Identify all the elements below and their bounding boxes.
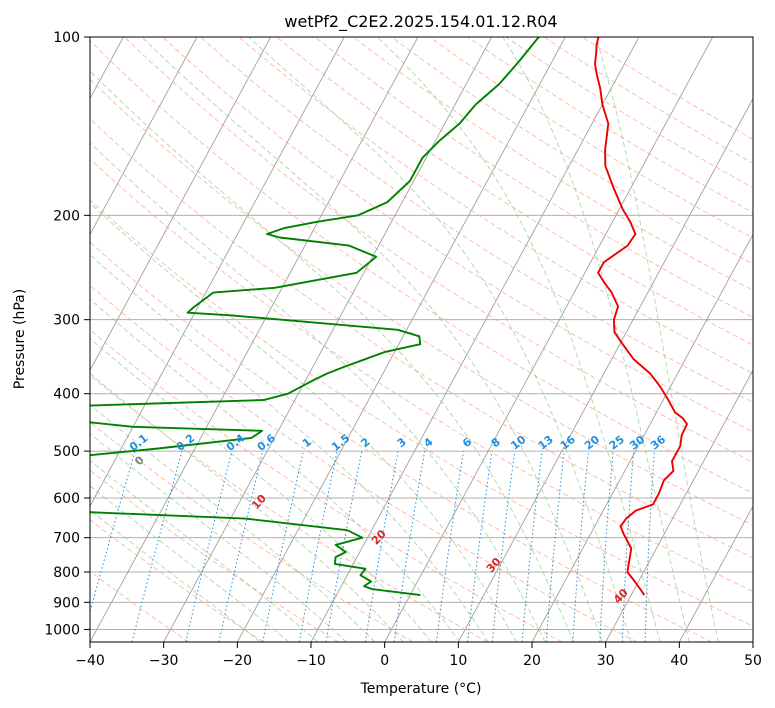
isotherm: [236, 37, 566, 642]
moist-adiabat: [248, 37, 632, 642]
dry-adiabat: [314, 37, 753, 318]
isotherm: [678, 505, 753, 642]
dewpoint-profile: [90, 37, 540, 597]
y-tick-label: 900: [53, 595, 80, 611]
mixing-ratio-line: [131, 450, 183, 642]
mixing-ratio-line: [435, 451, 464, 642]
x-tick-label: −30: [149, 653, 179, 669]
x-tick-label: −40: [75, 653, 105, 669]
mixing-ratio-line: [262, 450, 304, 642]
moist-adiabat: [90, 372, 404, 642]
dry-adiabat: [90, 118, 753, 559]
isotherm: [605, 369, 753, 642]
x-tick-label: 50: [744, 653, 762, 669]
mixing-ratio-line: [218, 450, 264, 642]
y-tick-label: 100: [53, 30, 80, 46]
moist-adiabat: [90, 509, 261, 642]
y-tick-label: 400: [53, 387, 80, 403]
moist-adiabat: [90, 254, 489, 642]
moist-adiabat: [90, 485, 290, 642]
moist-adiabat: [141, 37, 603, 642]
isotherm: [90, 37, 419, 642]
mixing-ratio-line: [185, 450, 233, 642]
dry-adiabat: [123, 37, 753, 463]
isotherm: [531, 233, 753, 642]
mixing-ratio-line: [572, 451, 589, 642]
moist-adiabat: [90, 298, 461, 642]
x-axis-label: Temperature (°C): [360, 681, 482, 697]
isotherm: [90, 37, 198, 236]
dry-adiabat: [90, 284, 638, 642]
dry-adiabat: [90, 469, 339, 642]
temperature-profile: [594, 37, 688, 596]
y-tick-label: 1000: [44, 622, 80, 638]
isotherm: [90, 37, 345, 508]
x-tick-label: 0: [380, 653, 389, 669]
x-tick-label: 20: [523, 653, 541, 669]
isotherm: [457, 97, 753, 642]
isotherm: [90, 37, 272, 372]
dry-adiabat: [90, 158, 753, 593]
dry-adiabat: [90, 519, 264, 642]
dry-adiabat: [90, 570, 190, 642]
x-tick-label: −20: [223, 653, 253, 669]
mixing-ratio-line: [545, 451, 565, 642]
dry-adiabat: [90, 199, 753, 627]
y-axis-label: Pressure (hPa): [12, 289, 28, 389]
plot-area: [90, 37, 753, 642]
y-tick-label: 800: [53, 565, 80, 581]
moist-adiabat: [90, 459, 319, 642]
dry-adiabat: [276, 37, 753, 346]
dry-adiabat: [90, 241, 712, 642]
dry-adiabat: [90, 329, 563, 642]
mixing-ratio-line: [90, 450, 136, 614]
y-tick-label: 300: [53, 313, 80, 329]
mixing-ratio-line: [467, 451, 493, 642]
y-tick-label: 700: [53, 531, 80, 547]
x-tick-label: 30: [597, 653, 615, 669]
moist-adiabat: [90, 70, 575, 642]
isotherm: [163, 37, 493, 642]
moist-adiabat: [90, 202, 517, 642]
x-tick-label: 40: [670, 653, 688, 669]
mixing-ratio-line: [393, 451, 426, 642]
moist-adiabat: [595, 37, 719, 642]
mixing-ratio-line: [521, 451, 543, 642]
y-tick-label: 600: [53, 491, 80, 507]
isotherm: [384, 37, 714, 642]
dry-adiabat: [90, 374, 488, 642]
x-tick-label: 10: [449, 653, 467, 669]
dry-adiabat: [352, 37, 753, 291]
dry-adiabat: [90, 40, 753, 494]
isotherm: [752, 641, 753, 642]
y-tick-label: 500: [53, 444, 80, 460]
mixing-ratio-line: [491, 451, 516, 642]
moist-adiabat: [90, 142, 546, 642]
moist-adiabat: [376, 37, 661, 642]
x-tick-label: −10: [296, 653, 326, 669]
chart-title: wetPf2_C2E2.2025.154.01.12.R04: [284, 12, 557, 32]
y-tick-label: 200: [53, 208, 80, 224]
plot-frame: [89, 36, 754, 643]
dry-adiabat: [90, 421, 414, 642]
dry-adiabat: [162, 37, 753, 433]
